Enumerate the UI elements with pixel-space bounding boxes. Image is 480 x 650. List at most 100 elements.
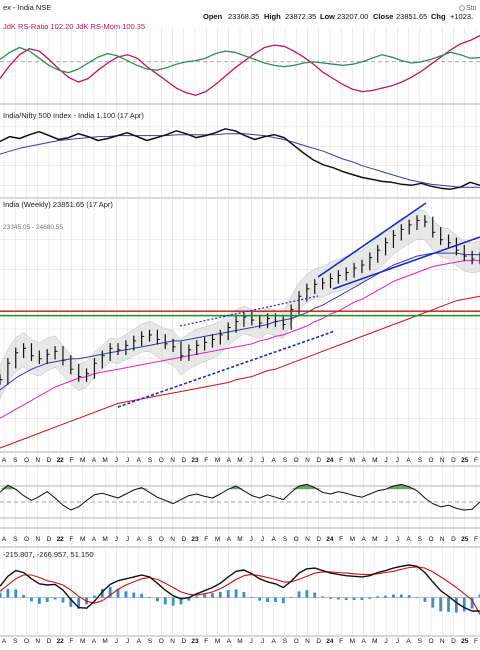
macd-histogram-bar [30, 597, 33, 602]
brand-icon [459, 5, 465, 11]
macd-histogram-bar [179, 597, 183, 605]
macd-histogram-bar [187, 597, 191, 601]
x-tick-label-macd: M [215, 638, 220, 645]
macd-histogram-bar [447, 597, 450, 612]
x-tick-label-price: F [474, 457, 478, 464]
x-tick-label-rsi: S [283, 536, 288, 543]
macd-histogram-bar [399, 594, 403, 598]
x-tick-label-rsi: A [406, 536, 411, 543]
macd-histogram-bar [171, 597, 175, 606]
rs-ratio-line [0, 128, 480, 190]
x-tick-label-price: M [372, 457, 377, 464]
x-tick-label-macd: A [92, 638, 97, 645]
x-tick-label-price: M [350, 457, 355, 464]
macd-histogram-bar [470, 597, 474, 609]
x-tick-label-rsi: A [227, 536, 232, 543]
x-tick-label-macd: F [204, 638, 208, 645]
x-tick-label-macd: S [148, 638, 153, 645]
x-tick-label-macd: N [170, 638, 175, 645]
x-tick-label-rsi: M [372, 536, 377, 543]
x-tick-label-macd: S [418, 638, 423, 645]
x-tick-label-price: N [35, 457, 40, 464]
macd-histogram-bar [132, 592, 136, 598]
macd-histogram-bar [226, 590, 230, 598]
x-tick-label-price: O [294, 457, 299, 464]
x-tick-label-rsi: O [24, 536, 29, 543]
brand-label: Sto [466, 5, 477, 12]
macd-histogram-bar [266, 597, 269, 602]
x-tick-label-macd: F [474, 638, 478, 645]
macd-histogram-bar [344, 597, 348, 601]
x-tick-label-macd: 24 [326, 638, 334, 645]
macd-histogram-bar [211, 593, 214, 598]
macd-histogram-bar [392, 594, 395, 598]
macd-histogram-bar [218, 591, 222, 598]
x-tick-label-rsi: A [361, 536, 366, 543]
x-tick-label-price: 22 [57, 457, 65, 464]
ohlc-close-label: Close [373, 12, 393, 21]
x-tick-label-macd: D [181, 638, 186, 645]
x-tick-label-macd: N [440, 638, 445, 645]
ohlc-open-value: 23368.35 [228, 12, 259, 21]
x-tick-label-price: O [159, 457, 164, 464]
relative-strength-title: India/Nifty 500 Index - India 1.100 (17 … [3, 111, 144, 120]
rsi-overbought-fill [291, 486, 300, 490]
macd-histogram-bar [242, 591, 246, 598]
macd-histogram-bar [53, 597, 57, 600]
x-tick-label-price: J [396, 457, 399, 464]
x-tick-label-rsi: F [474, 536, 478, 543]
macd-histogram-bar [69, 597, 73, 607]
x-tick-label-rsi: A [2, 536, 7, 543]
macd-histogram-bar [22, 595, 26, 598]
x-tick-label-price: A [227, 457, 232, 464]
x-tick-label-price: N [440, 457, 445, 464]
dotted-lower-trendline [117, 330, 336, 408]
rrg-ratio-line [0, 35, 480, 96]
dotted-upper-trendline [179, 295, 319, 327]
x-tick-label-rsi: A [272, 536, 277, 543]
x-tick-label-macd: F [339, 638, 343, 645]
x-tick-label-macd: A [406, 638, 411, 645]
macd-histogram-bar [439, 597, 443, 612]
x-tick-label-rsi: F [69, 536, 73, 543]
x-tick-label-price: M [80, 457, 85, 464]
macd-histogram-bar [289, 596, 293, 598]
macd-histogram-bar [14, 589, 18, 598]
x-tick-label-rsi: M [215, 536, 220, 543]
x-tick-label-rsi: F [204, 536, 208, 543]
x-tick-label-price: F [69, 457, 73, 464]
ohlc-close-value: 23851.65 [396, 12, 427, 21]
x-tick-label-price: A [137, 457, 142, 464]
x-tick-label-rsi: D [181, 536, 186, 543]
macd-histogram-bar [163, 597, 167, 605]
rsi-line [0, 483, 480, 511]
x-tick-label-price: D [316, 457, 321, 464]
x-tick-label-macd: A [361, 638, 366, 645]
macd-histogram-bar [305, 590, 309, 598]
x-tick-label-rsi: M [102, 536, 107, 543]
ohlc-open-label: Open [203, 12, 223, 21]
x-tick-label-price: J [115, 457, 118, 464]
x-tick-label-rsi: N [440, 536, 445, 543]
macd-histogram-bar [0, 592, 2, 598]
x-tick-label-price: D [181, 457, 186, 464]
macd-histogram-bar [195, 596, 199, 598]
x-tick-label-macd: N [35, 638, 40, 645]
x-tick-label-rsi: J [126, 536, 129, 543]
x-tick-label-macd: S [283, 638, 288, 645]
x-tick-label-macd: A [137, 638, 142, 645]
rising-wedge-lower-line [332, 236, 480, 290]
macd-histogram-bar [155, 597, 159, 602]
macd-histogram-bar [93, 595, 96, 598]
rising-wedge-upper-line [317, 202, 427, 278]
x-tick-label-price: A [92, 457, 97, 464]
price-ma-blue-line [0, 252, 480, 391]
chart-header-title: ex - India NSE [3, 3, 51, 12]
x-tick-label-rsi: A [92, 536, 97, 543]
rsi-overbought-fill [401, 484, 410, 490]
macd-histogram-bar [37, 597, 41, 604]
x-tick-label-macd: J [250, 638, 253, 645]
macd-histogram-bar [116, 588, 120, 598]
x-tick-label-price: N [305, 457, 310, 464]
x-tick-label-rsi: D [316, 536, 321, 543]
